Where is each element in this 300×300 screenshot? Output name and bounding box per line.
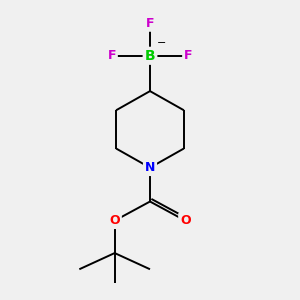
Text: B: B	[145, 49, 155, 63]
Text: F: F	[107, 49, 116, 62]
Text: N: N	[145, 161, 155, 174]
Text: O: O	[110, 214, 120, 227]
Text: O: O	[180, 214, 190, 227]
Text: −: −	[157, 38, 166, 47]
Text: F: F	[184, 49, 193, 62]
Text: F: F	[146, 17, 154, 30]
